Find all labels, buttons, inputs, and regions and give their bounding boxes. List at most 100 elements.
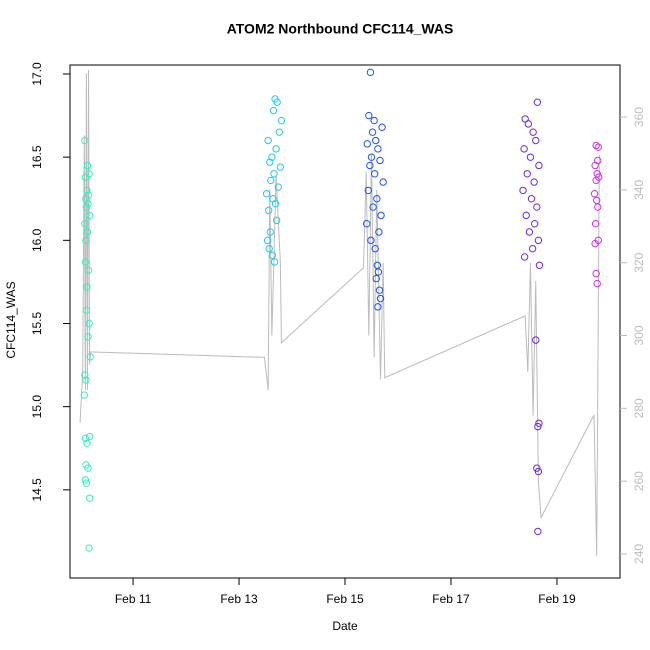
data-point (272, 145, 280, 153)
data-point (83, 283, 91, 291)
data-point (592, 176, 600, 185)
data-point (374, 268, 383, 276)
data-point (366, 161, 374, 170)
data-point (81, 476, 90, 484)
data-point (592, 141, 600, 150)
data-point (262, 190, 271, 198)
data-point (376, 294, 385, 303)
data-point (520, 253, 529, 261)
data-point (82, 306, 91, 314)
data-point (533, 98, 542, 106)
y-tick-label: 16.5 (30, 145, 44, 169)
data-point (371, 244, 379, 253)
data-point (594, 203, 602, 211)
data-point (81, 219, 89, 228)
data-point (534, 422, 542, 431)
data-point (263, 236, 272, 245)
y2-tick-label: 300 (632, 325, 646, 345)
data-point (274, 183, 282, 191)
data-point (372, 274, 380, 283)
y-tick-label: 15.0 (30, 395, 44, 419)
data-point (373, 195, 381, 203)
data-point (519, 186, 527, 195)
y-tick-label: 17.0 (30, 62, 44, 86)
data-point (266, 158, 274, 166)
data-point (593, 279, 601, 288)
data-point (520, 145, 528, 153)
data-point (535, 161, 543, 170)
data-point (369, 203, 377, 211)
data-point (374, 145, 382, 153)
data-point (85, 494, 94, 502)
data-point (82, 376, 90, 384)
data-point (267, 176, 275, 185)
data-line (79, 69, 600, 556)
data-point (268, 153, 276, 161)
y-tick-label: 14.5 (30, 478, 44, 502)
data-point (81, 258, 90, 266)
data-point (80, 391, 89, 399)
data-point (363, 140, 371, 148)
data-point (528, 244, 537, 253)
data-point (270, 258, 279, 266)
data-point (533, 203, 541, 211)
x-tick-label: Feb 13 (220, 592, 258, 606)
data-point (376, 156, 384, 165)
data-point (270, 170, 278, 178)
data-point (529, 128, 537, 136)
y-tick-label: 16.0 (30, 228, 44, 252)
data-point (81, 434, 90, 442)
data-point (526, 153, 535, 161)
data-point (83, 439, 91, 447)
data-point (264, 136, 272, 145)
data-point (363, 219, 371, 228)
data-point (82, 195, 90, 203)
data-point (81, 136, 89, 145)
data-point (525, 228, 534, 236)
data-point (374, 303, 382, 311)
data-point (530, 219, 539, 228)
data-point (373, 261, 382, 269)
data-point (272, 216, 281, 225)
data-point (85, 319, 93, 328)
data-point (82, 203, 91, 211)
data-point (377, 211, 385, 220)
x-tick-label: Feb 15 (326, 592, 364, 606)
data-point (534, 236, 543, 245)
data-point (271, 200, 280, 208)
data-point (85, 544, 93, 552)
y2-tick-label: 340 (632, 180, 646, 200)
data-point (83, 228, 92, 236)
data-point (82, 236, 90, 245)
data-point (378, 123, 386, 131)
data-point (264, 206, 273, 215)
data-point (591, 219, 600, 228)
y2-tick-label: 240 (632, 544, 646, 564)
data-point (592, 269, 600, 278)
data-point (83, 186, 91, 195)
data-point (83, 161, 92, 170)
x-tick-label: Feb 11 (115, 592, 152, 606)
data-point (82, 479, 91, 487)
data-point (524, 120, 533, 128)
data-point (81, 371, 89, 379)
data-point (375, 286, 384, 294)
data-point (523, 170, 531, 178)
data-point (84, 266, 93, 274)
data-point (535, 261, 544, 269)
data-point (375, 228, 383, 236)
data-point (86, 353, 94, 361)
y-axis-label: CFC114_WAS (4, 281, 18, 358)
data-point (534, 467, 543, 476)
data-point (532, 336, 540, 344)
data-point (84, 464, 92, 472)
data-point (535, 419, 543, 428)
data-point (527, 195, 536, 203)
data-point (379, 178, 387, 186)
data-point (273, 98, 281, 106)
x-tick-label: Feb 17 (432, 592, 470, 606)
chart-title: ATOM2 Northbound CFC114_WAS (227, 21, 454, 37)
data-point (85, 432, 94, 441)
data-point (366, 68, 375, 77)
